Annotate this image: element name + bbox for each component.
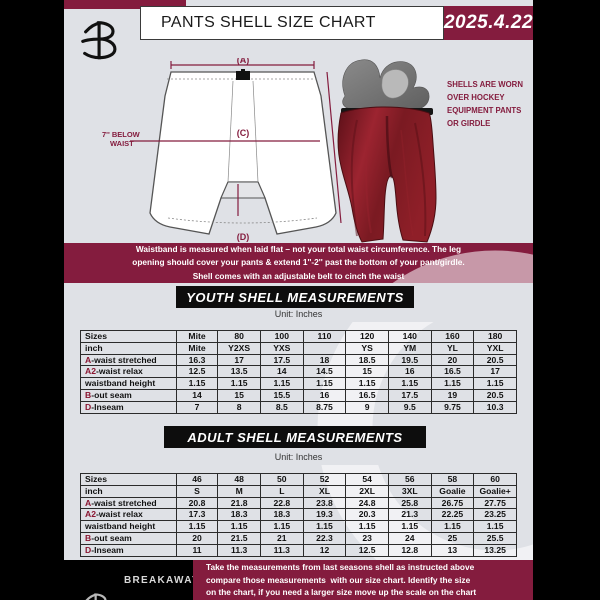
- svg-text:(A): (A): [237, 58, 250, 65]
- svg-text:(C): (C): [237, 128, 250, 138]
- svg-text:7'' BELOW: 7'' BELOW: [102, 130, 141, 139]
- svg-text:(D): (D): [237, 232, 250, 242]
- svg-text:WAIST: WAIST: [110, 139, 134, 148]
